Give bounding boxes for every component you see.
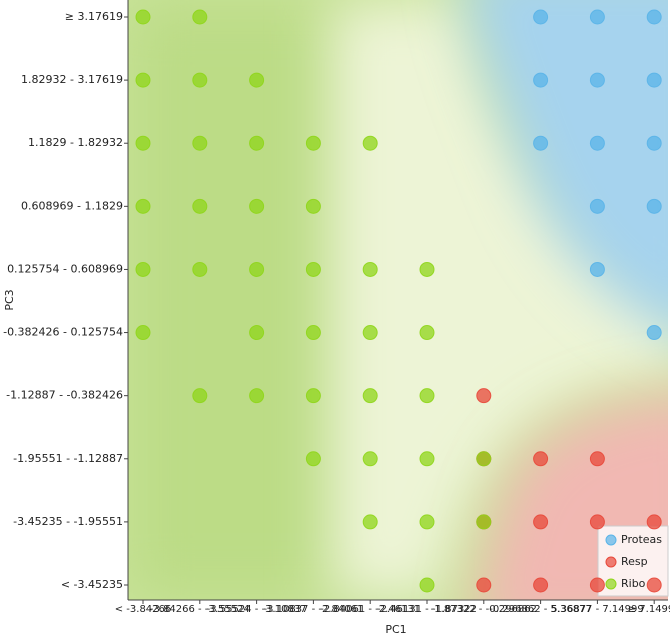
- point: [589, 9, 605, 25]
- point: [589, 198, 605, 214]
- point: [646, 514, 662, 530]
- point: [533, 451, 549, 467]
- y-tick-label: -0.382426 - 0.125754: [3, 326, 123, 339]
- point: [192, 388, 208, 404]
- point: [135, 72, 151, 88]
- point: [533, 514, 549, 530]
- y-tick-label: 0.608969 - 1.1829: [21, 199, 123, 212]
- point: [646, 72, 662, 88]
- point: [305, 388, 321, 404]
- point: [192, 198, 208, 214]
- point: [646, 325, 662, 341]
- point: [135, 198, 151, 214]
- point: [305, 135, 321, 151]
- legend-label: Ribo: [621, 577, 646, 590]
- point: [589, 514, 605, 530]
- point: [476, 514, 492, 530]
- point: [249, 388, 265, 404]
- y-tick-label: 1.1829 - 1.82932: [28, 136, 123, 149]
- point: [533, 72, 549, 88]
- x-tick-label: -1.87322 - -0.296862: [431, 604, 537, 615]
- point: [192, 72, 208, 88]
- point: [589, 577, 605, 593]
- y-tick-label: ≥ 3.17619: [65, 10, 123, 23]
- point: [419, 577, 435, 593]
- legend-label: Proteas: [621, 533, 662, 546]
- x-tick-label: 5.36877 - 7.14999: [551, 604, 644, 615]
- legend-marker: [605, 578, 617, 590]
- point: [589, 135, 605, 151]
- point: [533, 9, 549, 25]
- point: [192, 261, 208, 277]
- point: [135, 261, 151, 277]
- point: [419, 388, 435, 404]
- point: [305, 261, 321, 277]
- point: [476, 388, 492, 404]
- point: [419, 325, 435, 341]
- point: [589, 72, 605, 88]
- point: [589, 261, 605, 277]
- point: [419, 261, 435, 277]
- point: [362, 514, 378, 530]
- point: [362, 135, 378, 151]
- x-tick-label: -3.10837 - -2.84061: [263, 604, 363, 615]
- background: [128, 0, 668, 600]
- point: [362, 325, 378, 341]
- point: [533, 135, 549, 151]
- point: [362, 451, 378, 467]
- point: [646, 577, 662, 593]
- point: [249, 325, 265, 341]
- point: [249, 135, 265, 151]
- x-tick-label: -3.84266 - -3.55524: [150, 604, 250, 615]
- y-tick-label: -1.12887 - -0.382426: [6, 389, 123, 402]
- point: [476, 451, 492, 467]
- point: [362, 261, 378, 277]
- point: [419, 514, 435, 530]
- point: [249, 72, 265, 88]
- point: [135, 325, 151, 341]
- point: [192, 135, 208, 151]
- legend-marker: [605, 534, 617, 546]
- y-tick-label: 0.125754 - 0.608969: [7, 262, 123, 275]
- x-tick-label: -3.55524 - -3.10837: [207, 604, 307, 615]
- point: [646, 9, 662, 25]
- point: [476, 577, 492, 593]
- point: [362, 388, 378, 404]
- y-tick-label: -3.45235 - -1.95551: [13, 515, 123, 528]
- x-tick-label: -2.46131 - -1.87322: [377, 604, 477, 615]
- x-tick-label: -0.296862 - 5.36877: [489, 604, 592, 615]
- point: [305, 325, 321, 341]
- y-tick-label: < -3.45235: [61, 578, 123, 591]
- point: [533, 577, 549, 593]
- point: [305, 198, 321, 214]
- x-tick-label: < -3.84266: [115, 604, 172, 615]
- y-axis-label: PC3: [3, 289, 16, 310]
- y-tick-label: -1.95551 - -1.12887: [13, 452, 123, 465]
- x-tick-label: -2.84061 - -2.46131: [320, 604, 420, 615]
- legend-label: Resp: [621, 555, 648, 568]
- x-axis-label: PC1: [385, 623, 406, 636]
- point: [135, 135, 151, 151]
- point: [249, 198, 265, 214]
- point: [192, 9, 208, 25]
- point: [589, 451, 605, 467]
- legend: Proteas Resp Ribo: [597, 525, 669, 597]
- point: [646, 135, 662, 151]
- point: [135, 9, 151, 25]
- point: [249, 261, 265, 277]
- x-tick-label: ≥ 7.14999: [628, 604, 670, 615]
- point: [305, 451, 321, 467]
- point: [419, 451, 435, 467]
- point: [646, 198, 662, 214]
- y-tick-label: 1.82932 - 3.17619: [21, 73, 123, 86]
- legend-marker: [605, 556, 617, 568]
